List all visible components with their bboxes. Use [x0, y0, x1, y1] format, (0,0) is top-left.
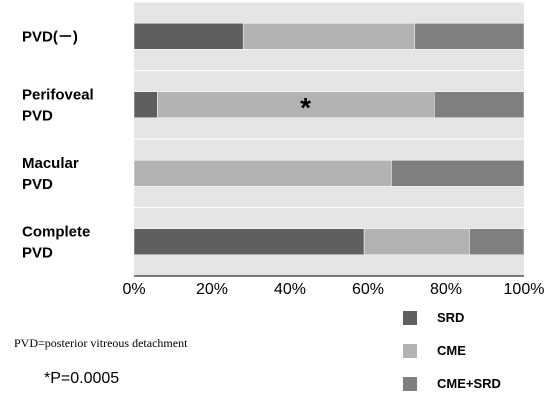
bar-srd-0 [133, 23, 244, 50]
category-label: PVD(－) [22, 28, 78, 45]
category-label: PVD [22, 176, 53, 193]
bars [133, 23, 525, 255]
annotations: * [300, 92, 311, 123]
bar-cme-2 [133, 160, 392, 187]
bar-srd-1 [133, 91, 158, 118]
legend-label: CME+SRD [437, 376, 501, 391]
legend-label: CME [437, 343, 466, 358]
bar-cme-srd-0 [414, 23, 525, 50]
bar-srd-3 [133, 228, 365, 255]
legend-swatch [403, 377, 417, 391]
bar-cme-srd-2 [391, 160, 525, 187]
legend-swatch [403, 344, 417, 358]
x-tick-label: 40% [274, 281, 306, 298]
p-value-note: *P=0.0005 [44, 370, 120, 387]
category-label: PVD [22, 244, 53, 261]
category-label: PVD [22, 107, 53, 124]
category-label: Perifoveal [22, 86, 94, 103]
category-label: Complete [22, 223, 90, 240]
x-tick-label: 100% [504, 281, 545, 298]
x-tick-label: 20% [196, 281, 228, 298]
category-label: Macular [22, 155, 79, 172]
x-tick-label: 0% [122, 281, 145, 298]
footnote: PVD=posterior vitreous detachment [14, 336, 188, 350]
legend-label: SRD [437, 310, 464, 325]
x-tick-label: 80% [430, 281, 462, 298]
legend: SRD CME CME+SRD [403, 310, 501, 391]
bar-cme-srd-3 [469, 228, 525, 255]
category-labels: PVD(－) Perifoveal PVD Macular PVD Complete PVD [22, 28, 94, 261]
bar-cme-3 [363, 228, 470, 255]
bar-cme-0 [242, 23, 416, 50]
x-tick-label: 60% [352, 281, 384, 298]
significance-asterisk: * [300, 92, 311, 123]
x-tick-labels: 0% 20% 40% 60% 80% 100% [122, 281, 544, 298]
bar-cme-1 [157, 91, 435, 118]
legend-swatch [403, 311, 417, 325]
bar-cme-srd-1 [434, 91, 525, 118]
